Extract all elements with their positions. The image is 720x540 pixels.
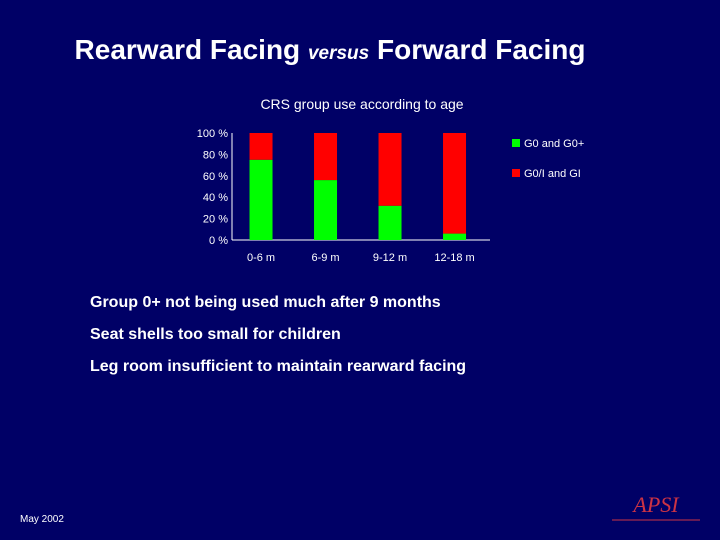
y-tick-label: 60 % bbox=[203, 171, 228, 183]
x-tick-label: 9-12 m bbox=[373, 252, 407, 264]
y-tick-label: 100 % bbox=[197, 128, 228, 140]
x-tick-label: 6-9 m bbox=[311, 252, 339, 264]
title-part-forward: Forward Facing bbox=[369, 34, 586, 65]
y-tick-label: 40 % bbox=[203, 192, 228, 204]
bar-g0i-4 bbox=[443, 133, 467, 234]
slide-title: Rearward Facing versus Forward Facing bbox=[0, 34, 660, 66]
bar-g0i-2 bbox=[314, 133, 338, 181]
y-tick-label: 0 % bbox=[209, 235, 228, 247]
x-tick-label: 12-18 m bbox=[434, 252, 474, 264]
bar-g0-3 bbox=[378, 205, 402, 240]
bar-g0-4 bbox=[443, 233, 467, 240]
bullet-item-1: Group 0+ not being used much after 9 mon… bbox=[90, 294, 441, 311]
y-tick-label: 80 % bbox=[203, 149, 228, 161]
chart-title: CRS group use according to age bbox=[260, 96, 463, 112]
legend-label-1: G0 and G0+ bbox=[524, 138, 584, 150]
apsi-logo: APSI bbox=[612, 492, 700, 521]
bar-g0-1 bbox=[249, 159, 273, 240]
legend-label-2: G0/I and GI bbox=[524, 168, 581, 180]
bar-g0-2 bbox=[314, 180, 338, 240]
title-part-versus: versus bbox=[307, 43, 370, 64]
stacked-bar-chart: CRS group use according to age 0 % 20 % 40 … bbox=[197, 96, 584, 264]
bar-g0i-1 bbox=[249, 133, 273, 160]
bullet-item-2: Seat shells too small for children bbox=[90, 326, 341, 343]
apsi-logo-text: APSI bbox=[631, 492, 680, 517]
y-tick-label: 20 % bbox=[203, 214, 228, 226]
legend-swatch-2 bbox=[512, 169, 520, 177]
title-part-rearward: Rearward Facing bbox=[74, 34, 308, 65]
x-tick-label: 0-6 m bbox=[247, 252, 275, 264]
bullet-item-3: Leg room insufficient to maintain rearwa… bbox=[90, 358, 467, 375]
bar-g0i-3 bbox=[378, 133, 402, 206]
footer-date: May 2002 bbox=[20, 514, 64, 525]
legend-swatch-1 bbox=[512, 139, 520, 147]
bullet-list: Group 0+ not being used much after 9 mon… bbox=[90, 292, 466, 388]
